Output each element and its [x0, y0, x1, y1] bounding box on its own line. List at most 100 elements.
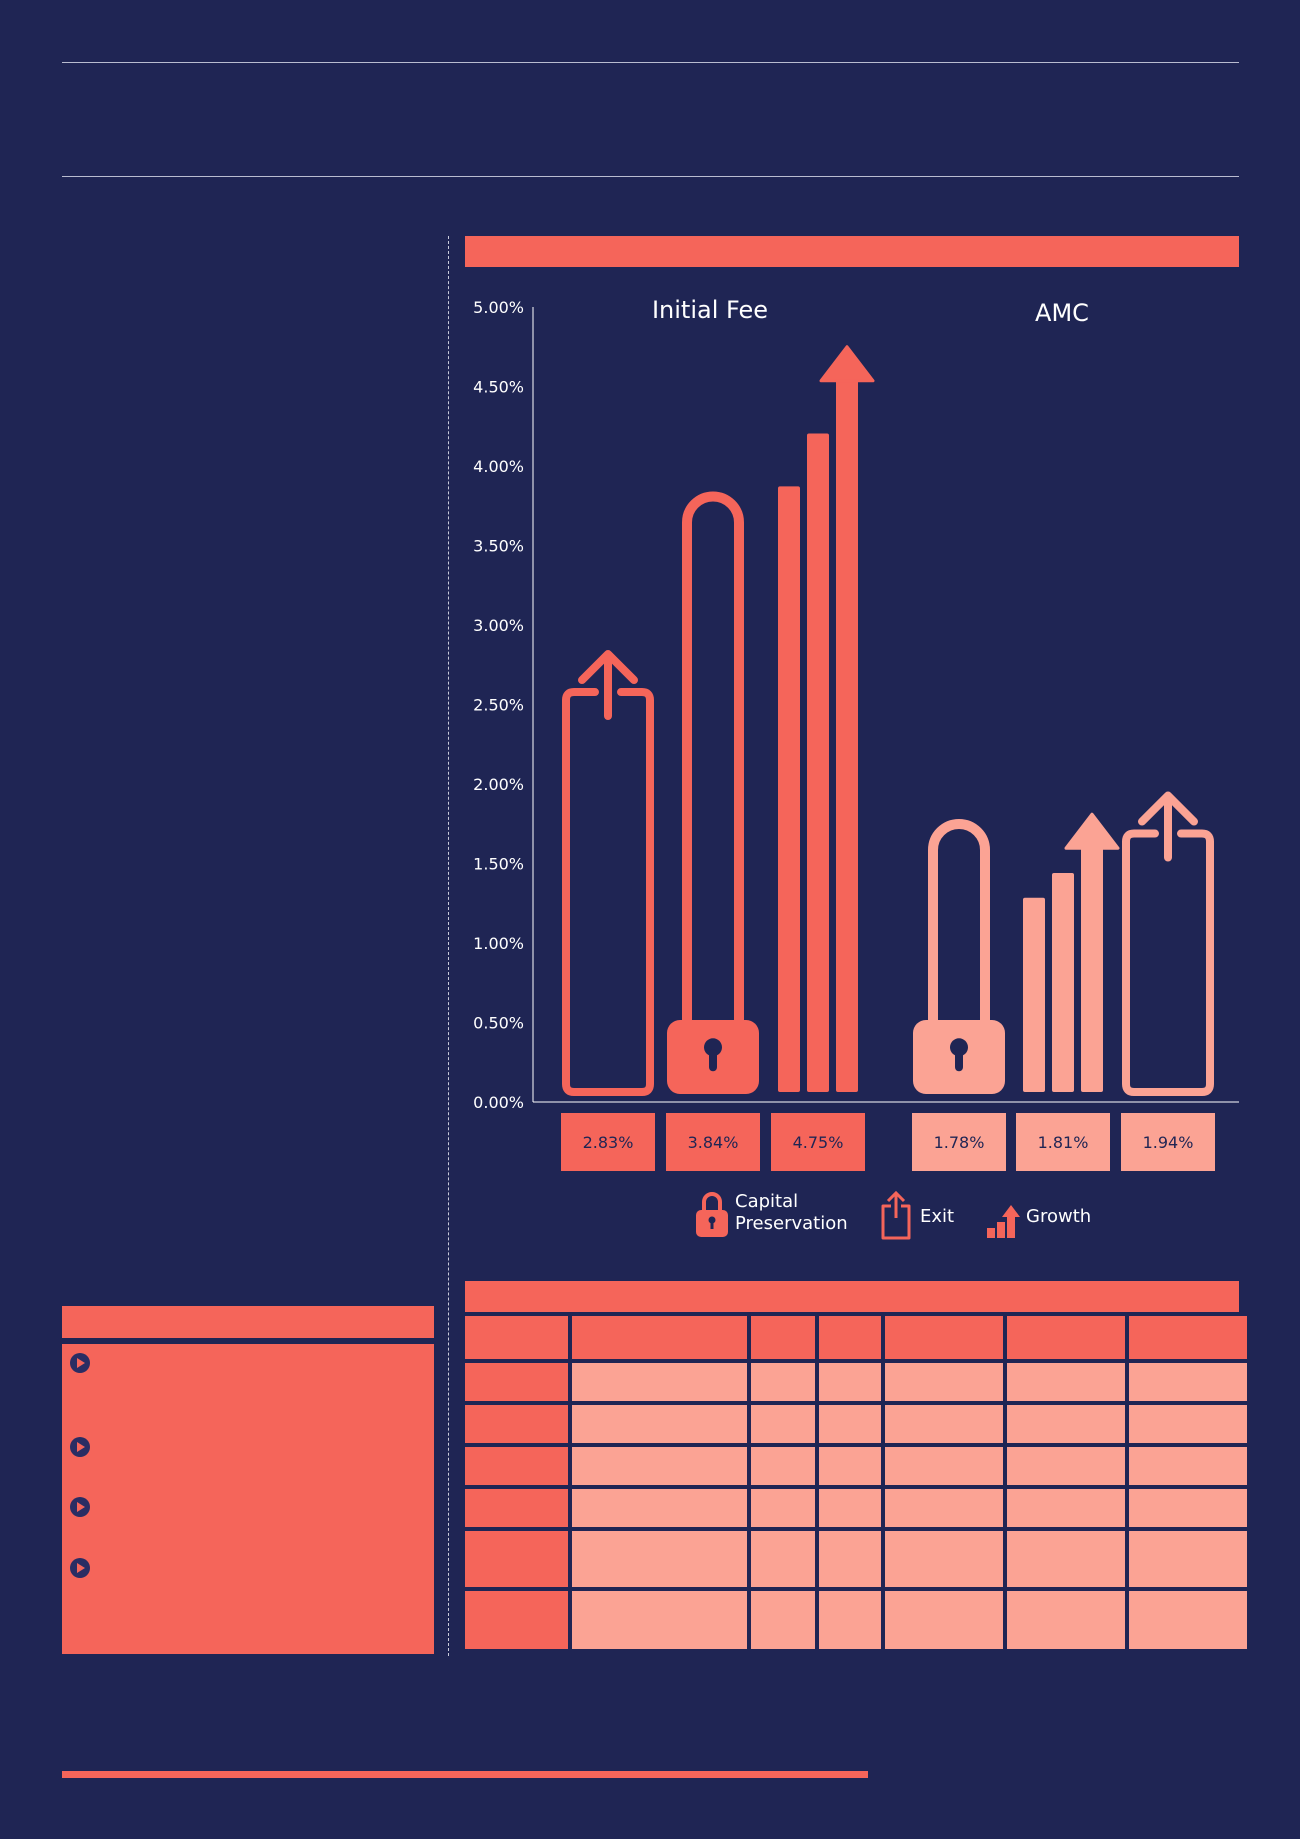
- bar-growth: [1023, 812, 1120, 1092]
- table-cell: [885, 1489, 1003, 1527]
- chart-header-bar: [465, 236, 1239, 267]
- legend-exit-icon: [881, 1190, 911, 1240]
- table-cell: [1007, 1489, 1125, 1527]
- value-label-box: [666, 1113, 760, 1171]
- table-cell: [819, 1405, 881, 1443]
- bar-growth: [778, 345, 875, 1093]
- table-cell: [819, 1447, 881, 1485]
- y-tick-label: 1.00%: [473, 934, 524, 953]
- bar-lock: [667, 491, 759, 1094]
- table-cell: [751, 1405, 815, 1443]
- value-label: 2.83%: [583, 1133, 634, 1152]
- info-box: [62, 1344, 434, 1654]
- table-header-cell: [885, 1316, 1003, 1359]
- header-rule: [62, 176, 1239, 177]
- value-label-box: [561, 1113, 655, 1171]
- play-bullet-icon: [70, 1497, 90, 1517]
- table-cell: [1007, 1405, 1125, 1443]
- table-cell: [1129, 1363, 1247, 1401]
- group-title: AMC: [1035, 299, 1089, 327]
- value-label: 4.75%: [793, 1133, 844, 1152]
- table-cell: [751, 1531, 815, 1587]
- value-label-box: [1016, 1113, 1110, 1171]
- group-title: Initial Fee: [652, 296, 768, 324]
- y-tick-label: 4.50%: [473, 378, 524, 397]
- info-box-header: [62, 1306, 434, 1338]
- legend-growth-icon: [987, 1205, 1020, 1238]
- table-cell: [1007, 1363, 1125, 1401]
- table-cell: [572, 1489, 747, 1527]
- y-tick-label: 3.50%: [473, 537, 524, 556]
- footer-bar: [62, 1771, 868, 1778]
- table-cell: [885, 1591, 1003, 1649]
- table-cell: [819, 1591, 881, 1649]
- value-label-box: [771, 1113, 865, 1171]
- table-cell: [751, 1447, 815, 1485]
- y-tick-label: 2.50%: [473, 696, 524, 715]
- legend-label: Growth: [1026, 1206, 1091, 1227]
- table-cell: [751, 1363, 815, 1401]
- table-cell: [572, 1531, 747, 1587]
- fee-chart: 0.00% 0.50% 1.00% 1.50% 2.00% 2.50% 3.00% 3.50%…: [473, 296, 1239, 1240]
- table-cell: [1129, 1591, 1247, 1649]
- table-cell: [465, 1531, 568, 1587]
- y-tick-label: 0.50%: [473, 1014, 524, 1033]
- legend-lock-icon: [696, 1192, 728, 1237]
- table-cell: [885, 1363, 1003, 1401]
- play-bullet-icon: [70, 1558, 90, 1578]
- y-tick-label: 4.00%: [473, 457, 524, 476]
- bar-lock: [913, 818, 1005, 1094]
- table-cell: [1129, 1489, 1247, 1527]
- table-cell: [885, 1447, 1003, 1485]
- legend-label: Capital: [735, 1191, 798, 1212]
- table-cell: [465, 1591, 568, 1649]
- table-cell: [1129, 1405, 1247, 1443]
- table-cell: [1007, 1591, 1125, 1649]
- table-header-cell: [819, 1316, 881, 1359]
- table-cell: [465, 1405, 568, 1443]
- value-label-box: [912, 1113, 1006, 1171]
- play-bullet-icon: [70, 1437, 90, 1457]
- y-tick-label: 2.00%: [473, 775, 524, 794]
- table-cell: [819, 1531, 881, 1587]
- table-cell: [465, 1363, 568, 1401]
- table-header-bar: [465, 1281, 1239, 1312]
- table-cell: [465, 1447, 568, 1485]
- table-cell: [1007, 1447, 1125, 1485]
- table-cell: [885, 1531, 1003, 1587]
- value-label: 1.81%: [1038, 1133, 1089, 1152]
- table-cell: [572, 1447, 747, 1485]
- table-cell: [1129, 1447, 1247, 1485]
- value-label: 1.78%: [934, 1133, 985, 1152]
- value-label-box: [1121, 1113, 1215, 1171]
- table-header-cell: [1129, 1316, 1247, 1359]
- table-cell: [819, 1363, 881, 1401]
- value-label: 3.84%: [688, 1133, 739, 1152]
- table-cell: [465, 1489, 568, 1527]
- table-cell: [1007, 1531, 1125, 1587]
- table-cell: [819, 1489, 881, 1527]
- table-cell: [885, 1405, 1003, 1443]
- table-cell: [751, 1591, 815, 1649]
- table-header-cell: [572, 1316, 747, 1359]
- table-cell: [572, 1591, 747, 1649]
- value-label: 1.94%: [1143, 1133, 1194, 1152]
- legend-label: Preservation: [735, 1213, 848, 1234]
- table-cell: [572, 1363, 747, 1401]
- bar-exit: [562, 650, 654, 1096]
- y-tick-label: 3.00%: [473, 616, 524, 635]
- table-cell: [751, 1489, 815, 1527]
- table-header-cell: [465, 1316, 568, 1359]
- legend-label: Exit: [920, 1206, 954, 1227]
- y-tick-label: 1.50%: [473, 855, 524, 874]
- y-tick-label: 0.00%: [473, 1093, 524, 1112]
- fee-table: [465, 1316, 1247, 1649]
- top-rule: [62, 62, 1239, 63]
- y-tick-label: 5.00%: [473, 298, 524, 317]
- bar-exit: [1122, 791, 1214, 1096]
- table-header-cell: [1007, 1316, 1125, 1359]
- play-bullet-icon: [70, 1353, 90, 1373]
- table-cell: [1129, 1531, 1247, 1587]
- column-divider: [448, 236, 449, 1656]
- table-cell: [572, 1405, 747, 1443]
